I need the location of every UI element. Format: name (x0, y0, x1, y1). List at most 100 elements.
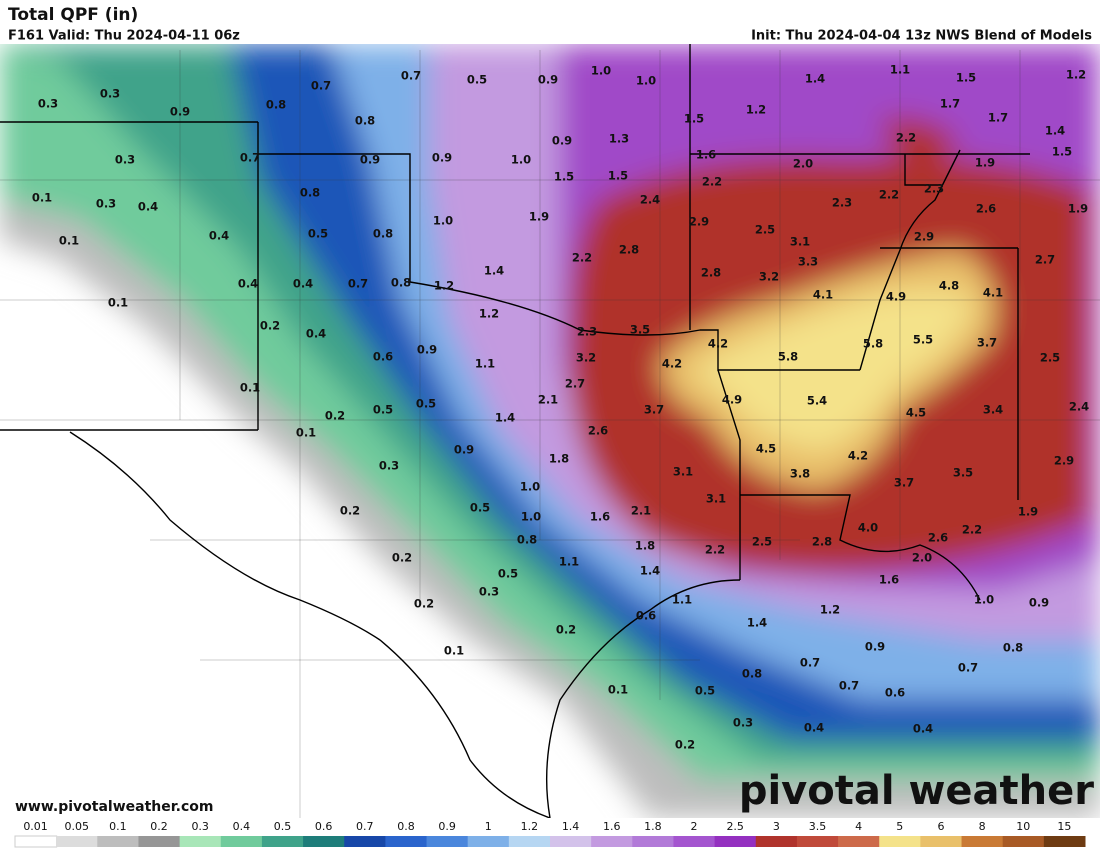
value-label: 4.1 (983, 286, 1003, 300)
colorbar-label: 5 (896, 820, 903, 833)
value-label: 4.9 (886, 290, 906, 304)
value-label: 2.0 (793, 157, 813, 171)
value-label: 0.7 (958, 661, 978, 675)
value-label: 0.7 (311, 79, 331, 93)
value-label: 4.2 (662, 357, 682, 371)
value-labels: 0.3 0.3 0.9 0.8 0.7 0.8 0.7 0.5 0.9 1.0 1.0 1.4 1.1 1… (32, 63, 1089, 752)
colorbar-label: 2.5 (726, 820, 744, 833)
value-label: 0.7 (401, 69, 421, 83)
value-label: 2.2 (879, 188, 899, 202)
value-label: 0.1 (444, 644, 464, 658)
value-label: 2.7 (1035, 253, 1055, 267)
value-label: 5.8 (863, 337, 883, 351)
value-label: 0.9 (552, 134, 572, 148)
value-label: 3.2 (759, 270, 779, 284)
value-label: 1.5 (608, 169, 628, 183)
value-label: 1.0 (520, 480, 540, 494)
value-label: 0.6 (885, 686, 905, 700)
value-label: 1.0 (433, 214, 453, 228)
value-label: 0.2 (675, 738, 695, 752)
colorbar-label: 8 (979, 820, 986, 833)
colorbar-swatch (220, 836, 263, 847)
value-label: 1.8 (635, 539, 655, 553)
value-label: 5.5 (913, 333, 933, 347)
colorbar-label: 1 (485, 820, 492, 833)
colorbar-label: 6 (937, 820, 944, 833)
value-label: 0.8 (266, 98, 286, 112)
value-label: 1.0 (591, 64, 611, 78)
colorbar: 0.01 0.05 0.1 0.2 0.3 0.4 0.5 0.6 0.7 0.8 0.9 1 1.2 1… (14, 820, 1086, 848)
value-label: 2.3 (832, 196, 852, 210)
colorbar-swatch (385, 836, 428, 847)
value-label: 0.2 (260, 319, 280, 333)
colorbar-label: 0.8 (397, 820, 415, 833)
colorbar-label: 2 (691, 820, 698, 833)
value-label: 1.5 (554, 170, 574, 184)
value-label: 4.0 (858, 521, 878, 535)
colorbar-label: 0.3 (191, 820, 209, 833)
value-label: 0.9 (417, 343, 437, 357)
colorbar-label: 0.7 (356, 820, 374, 833)
value-label: 0.6 (373, 350, 393, 364)
value-label: 0.9 (1029, 596, 1049, 610)
value-label: 2.7 (565, 377, 585, 391)
value-label: 2.8 (619, 243, 639, 257)
colorbar-swatch (1043, 836, 1086, 847)
value-label: 0.2 (340, 504, 360, 518)
value-label: 0.4 (209, 229, 229, 243)
value-label: 0.3 (379, 459, 399, 473)
colorbar-swatch (14, 835, 58, 848)
colorbar-swatch (673, 836, 716, 847)
value-label: 0.8 (742, 667, 762, 681)
value-label: 2.3 (577, 325, 597, 339)
value-label: 1.7 (940, 97, 960, 111)
value-label: 0.8 (1003, 641, 1023, 655)
value-label: 0.1 (608, 683, 628, 697)
value-label: 1.2 (820, 603, 840, 617)
value-label: 2.2 (962, 523, 982, 537)
value-label: 1.4 (805, 72, 825, 86)
colorbar-swatch (344, 836, 386, 847)
colorbar-swatch (1002, 836, 1045, 847)
init-time: Init: Thu 2024-04-04 13z NWS Blend of Mo… (751, 29, 1092, 44)
value-label: 0.8 (300, 186, 320, 200)
value-label: 0.1 (32, 191, 52, 205)
value-label: 2.8 (812, 535, 832, 549)
value-label: 0.8 (391, 276, 411, 290)
value-label: 1.1 (475, 357, 495, 371)
value-label: 2.6 (976, 202, 996, 216)
value-label: 2.2 (896, 131, 916, 145)
value-label: 0.3 (100, 87, 120, 101)
colorbar-swatch (508, 836, 551, 847)
colorbar-swatch (838, 836, 880, 847)
colorbar-label: 0.6 (315, 820, 333, 833)
value-label: 0.2 (325, 409, 345, 423)
value-label: 0.5 (373, 403, 393, 417)
value-label: 0.9 (538, 73, 558, 87)
value-label: 0.5 (416, 397, 436, 411)
value-label: 3.1 (790, 235, 810, 249)
value-label: 2.1 (538, 393, 558, 407)
value-label: 3.2 (576, 351, 596, 365)
header-bg (0, 0, 1100, 44)
value-label: 3.1 (706, 492, 726, 506)
value-label: 1.4 (484, 264, 504, 278)
value-label: 2.9 (1054, 454, 1074, 468)
value-label: 0.4 (238, 277, 258, 291)
precip-field (0, 44, 1100, 818)
value-label: 0.5 (498, 567, 518, 581)
value-label: 0.4 (293, 277, 313, 291)
colorbar-label: 1.8 (644, 820, 662, 833)
colorbar-swatch (961, 836, 1004, 847)
value-label: 1.7 (988, 111, 1008, 125)
value-label: 0.1 (59, 234, 79, 248)
value-label: 1.1 (559, 555, 579, 569)
value-label: 1.9 (1018, 505, 1038, 519)
value-label: 4.5 (906, 406, 926, 420)
colorbar-label: 0.5 (274, 820, 292, 833)
colorbar-swatch (714, 836, 757, 847)
value-label: 1.4 (1045, 124, 1065, 138)
colorbar-swatch (56, 836, 98, 847)
value-label: 0.7 (839, 679, 859, 693)
